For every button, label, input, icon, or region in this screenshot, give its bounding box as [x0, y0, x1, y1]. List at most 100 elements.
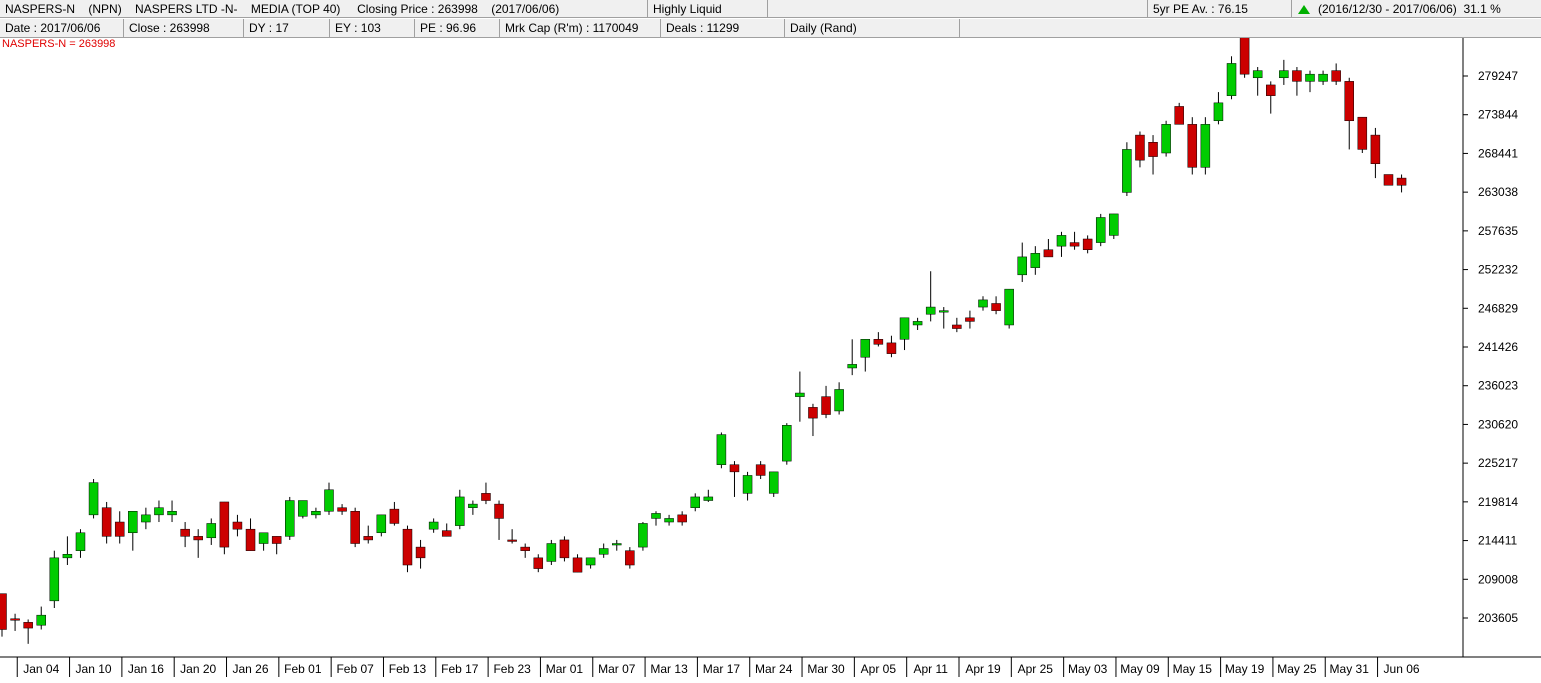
candle-down — [23, 622, 33, 629]
candle-up — [428, 521, 439, 530]
candle-down — [337, 507, 347, 512]
performance-cell: (2016/12/30 - 2017/06/06) 31.1 % — [1292, 0, 1541, 17]
candle-down — [677, 514, 687, 523]
x-ticks-layer: Jan 04 Jan 10 Jan 16 Jan 20 Jan 26 Feb 01 Feb … — [16, 657, 1420, 677]
candle-up — [1200, 124, 1211, 168]
x-tick-label: May 19 — [1225, 662, 1265, 676]
x-tick-label: Jan 10 — [76, 662, 112, 676]
candle-up — [690, 496, 700, 508]
y-tick-label: 279247 — [1478, 69, 1518, 83]
y-ticks-layer: 203605 209008 214411 219814 225217 230620 2360… — [1463, 69, 1518, 625]
y-tick-label: 273844 — [1478, 108, 1518, 122]
candle-up — [1305, 73, 1315, 82]
candle-up — [128, 511, 138, 534]
candle-up — [664, 518, 674, 523]
candle-up — [141, 514, 151, 523]
candles-layer — [0, 38, 1407, 644]
x-tick-label: May 15 — [1173, 662, 1213, 676]
deals-cell: Deals : 11299 — [661, 19, 785, 37]
candle-down — [559, 539, 570, 559]
candle-down — [10, 618, 20, 621]
y-tick-label: 246829 — [1478, 301, 1518, 315]
candle-down — [1135, 134, 1145, 161]
candle-up — [298, 500, 308, 517]
candle-down — [101, 507, 112, 537]
x-tick-label: Mar 17 — [703, 662, 741, 676]
candle-down — [625, 550, 635, 566]
candle-down — [219, 501, 230, 548]
title-bar: NASPERS-N (NPN) NASPERS LTD -N- MEDIA (T… — [0, 0, 1541, 18]
market-cap-cell: Mrk Cap (R'm) : 1170049 — [500, 19, 661, 37]
candle-up — [167, 511, 177, 516]
candle-down — [402, 528, 413, 566]
candle-down — [441, 530, 452, 537]
x-tick-label: Feb 07 — [336, 662, 374, 676]
pe-average-cell: 5yr PE Av. : 76.15 — [1148, 0, 1292, 17]
candle-down — [389, 508, 400, 524]
candle-up — [62, 554, 73, 559]
candle-down — [1069, 242, 1080, 247]
x-tick-label: Feb 13 — [389, 662, 427, 676]
candle-up — [1213, 102, 1224, 122]
y-tick-label: 236023 — [1478, 379, 1518, 393]
candle-down — [1187, 124, 1198, 168]
candle-down — [572, 557, 583, 573]
candle-down — [1174, 106, 1184, 125]
candle-down — [415, 546, 426, 559]
candle-down — [232, 521, 243, 530]
x-tick-label: Jun 06 — [1384, 662, 1420, 676]
candle-up — [912, 321, 923, 326]
period: (2016/12/30 - 2017/06/06) — [1318, 2, 1457, 16]
interval-cell: Daily (Rand) — [785, 19, 960, 37]
y-tick-label: 252232 — [1478, 263, 1518, 277]
candle-up — [468, 503, 478, 508]
candle-up — [768, 471, 779, 494]
date-value: Date : 2017/06/06 — [5, 21, 101, 35]
candle-up — [1252, 70, 1263, 79]
candle-up — [638, 523, 648, 548]
candle-down — [494, 503, 504, 519]
ticker: NASPERS-N — [5, 2, 76, 16]
liquidity-cell: Highly Liquid — [648, 0, 768, 17]
candle-up — [585, 557, 596, 566]
x-tick-label: May 09 — [1120, 662, 1160, 676]
x-tick-label: Mar 24 — [755, 662, 793, 676]
candle-up — [899, 317, 910, 340]
candle-up — [1056, 235, 1067, 247]
x-tick-label: Mar 13 — [650, 662, 688, 676]
x-tick-label: Apr 25 — [1018, 662, 1054, 676]
candle-down — [755, 464, 766, 476]
x-tick-label: Feb 01 — [284, 662, 322, 676]
x-tick-label: Feb 23 — [493, 662, 531, 676]
y-tick-label: 257635 — [1478, 224, 1518, 238]
candle-up — [376, 514, 387, 534]
candle-down — [1383, 174, 1394, 186]
x-tick-label: Mar 01 — [546, 662, 584, 676]
y-tick-label: 230620 — [1478, 417, 1518, 431]
candle-up — [782, 425, 792, 462]
change-percent: 31.1 % — [1463, 2, 1501, 16]
closing-price: Closing Price : 263998 — [357, 2, 478, 16]
candle-up — [311, 511, 321, 516]
candle-down — [363, 536, 373, 541]
x-tick-label: May 31 — [1330, 662, 1370, 676]
candle-up — [75, 532, 86, 551]
candle-down — [507, 539, 517, 542]
company-name: NASPERS LTD -N- — [135, 2, 238, 16]
candle-down — [1344, 81, 1354, 122]
x-tick-label: Mar 07 — [598, 662, 636, 676]
candle-up — [1161, 124, 1171, 154]
candle-down — [193, 536, 203, 541]
candle-up — [285, 500, 295, 537]
candle-down — [533, 557, 544, 569]
up-arrow-icon — [1298, 5, 1310, 14]
candle-down — [1292, 70, 1302, 82]
candle-down — [0, 593, 7, 630]
x-tick-label: Feb 17 — [441, 662, 479, 676]
close-value: Close : 263998 — [129, 21, 210, 35]
x-tick-label: Mar 30 — [807, 662, 845, 676]
candle-down — [821, 396, 831, 415]
candle-down — [1082, 238, 1093, 250]
candle-up — [49, 557, 60, 602]
ey-cell: EY : 103 — [330, 19, 415, 37]
